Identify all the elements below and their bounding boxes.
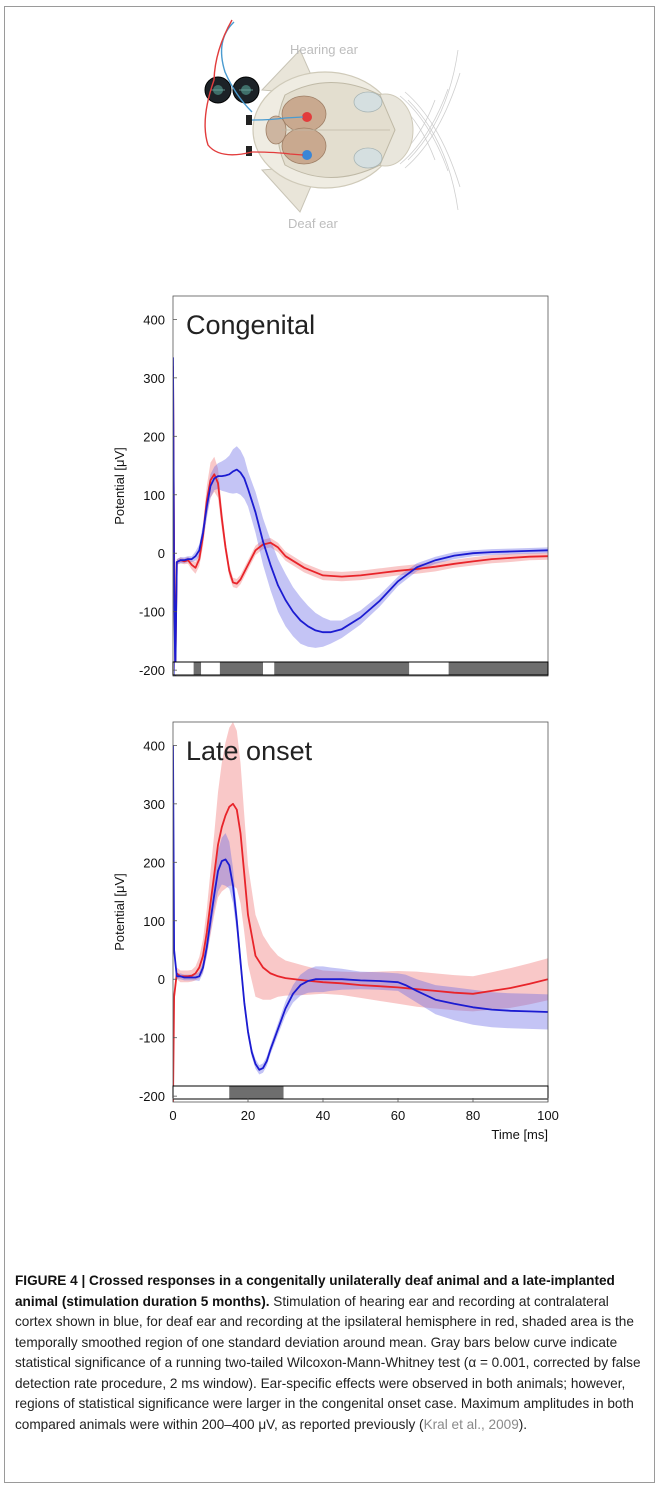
y-tick-label: 300 [143, 797, 165, 812]
significance-bar-frame [172, 661, 549, 676]
significance-segment [229, 1086, 284, 1099]
caption-reference-link[interactable]: Kral et al., 2009 [423, 1416, 519, 1432]
y-tick-label: 400 [143, 738, 165, 753]
x-tick-label: 0 [169, 1108, 176, 1123]
y-tick-label: 0 [158, 546, 165, 561]
caption-title: FIGURE 4 | Crossed responses in a congen… [15, 1273, 615, 1309]
significance-segment [201, 662, 220, 675]
y-tick-label: 300 [143, 371, 165, 386]
x-axis-label: Time [ms] [491, 1127, 548, 1142]
series-band-1 [173, 742, 548, 1075]
series-band-0 [173, 363, 548, 674]
cat-head-illustration [204, 19, 461, 213]
y-tick-label: 200 [143, 429, 165, 444]
plot-frame [172, 295, 549, 677]
significance-segment [193, 662, 202, 675]
series-band-0 [173, 722, 548, 1102]
significance-segment [448, 662, 548, 675]
y-tick-label: 400 [143, 312, 165, 327]
speaker-icon [232, 76, 260, 104]
significance-segment [263, 662, 275, 675]
significance-segment [219, 662, 263, 675]
chart-title: Late onset [186, 736, 313, 766]
series-line-0 [173, 366, 548, 672]
significance-segment [274, 662, 410, 675]
series-line-1 [173, 357, 548, 676]
figure-frame [4, 6, 655, 1483]
significance-bar-frame [172, 1085, 549, 1100]
significance-segment [173, 1086, 230, 1099]
x-tick-label: 80 [466, 1108, 480, 1123]
y-axis-label: Potential [μV] [112, 873, 127, 951]
y-tick-label: 100 [143, 914, 165, 929]
late-onset-chart: 400 300 200 100 0 -100 -200 0 20 40 60 80 100 Late on… [112, 721, 559, 1142]
figure-caption: FIGURE 4 | Crossed responses in a congen… [15, 1271, 645, 1435]
caption-end: ). [518, 1416, 528, 1432]
x-tick-label: 100 [537, 1108, 559, 1123]
speaker-icon [204, 76, 232, 104]
congenital-chart: 400 300 200 100 0 -100 -200 Congenital Potential… [112, 295, 549, 678]
series-band-1 [173, 354, 548, 676]
x-tick-label: 60 [391, 1108, 405, 1123]
y-tick-label: -100 [139, 1031, 165, 1046]
y-tick-label: 100 [143, 488, 165, 503]
series-line-0 [173, 802, 548, 1102]
caption-body: Stimulation of hearing ear and recording… [15, 1293, 641, 1432]
chart-title: Congenital [186, 310, 315, 340]
y-tick-label: -100 [139, 605, 165, 620]
y-tick-label: -200 [139, 1089, 165, 1104]
significance-segment [174, 662, 194, 675]
series-line-1 [173, 745, 548, 1071]
significance-segment [409, 662, 449, 675]
x-tick-label: 40 [316, 1108, 330, 1123]
plot-frame [172, 721, 549, 1103]
y-tick-label: 200 [143, 855, 165, 870]
y-axis-label: Potential [μV] [112, 447, 127, 525]
hearing-ear-label: Hearing ear [290, 42, 359, 57]
x-tick-label: 20 [241, 1108, 255, 1123]
deaf-ear-label: Deaf ear [288, 216, 339, 231]
significance-segment [283, 1086, 548, 1099]
y-tick-label: -200 [139, 663, 165, 678]
y-tick-label: 0 [158, 972, 165, 987]
